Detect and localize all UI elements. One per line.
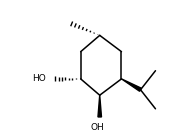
Text: OH: OH: [91, 123, 105, 132]
Text: HO: HO: [32, 74, 45, 83]
Polygon shape: [98, 95, 101, 117]
Polygon shape: [121, 79, 141, 91]
